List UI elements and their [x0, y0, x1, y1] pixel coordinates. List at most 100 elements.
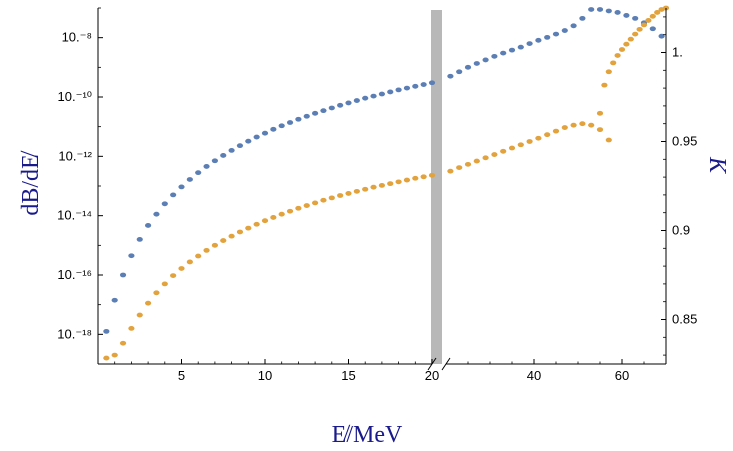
- data-point: [420, 174, 427, 180]
- data-point: [464, 64, 472, 70]
- y-left-tick-label: 10.⁻¹⁸: [57, 326, 92, 341]
- data-point: [153, 211, 160, 217]
- data-point: [261, 130, 269, 136]
- data-point: [211, 242, 218, 248]
- data-point: [111, 297, 118, 303]
- data-point: [605, 8, 612, 14]
- data-point: [403, 177, 411, 183]
- data-point: [286, 208, 294, 214]
- data-point: [491, 53, 498, 59]
- data-point: [236, 143, 244, 149]
- data-point: [387, 89, 394, 95]
- data-point: [286, 120, 294, 125]
- data-point: [428, 172, 436, 178]
- x-axis-label: E̸/MeV: [332, 422, 403, 448]
- data-point: [627, 36, 634, 42]
- data-point: [526, 139, 533, 144]
- data-point: [161, 201, 168, 207]
- data-point: [170, 273, 177, 278]
- y-right-tick-label: 0.9: [672, 223, 690, 238]
- data-point: [544, 132, 551, 138]
- data-point: [395, 87, 402, 93]
- data-point: [378, 91, 385, 97]
- data-point: [596, 110, 604, 116]
- y-left-tick-label: 10.⁻¹⁶: [57, 267, 92, 282]
- x-tick-label: 15: [341, 368, 355, 383]
- data-point: [136, 312, 143, 318]
- data-point: [362, 95, 369, 101]
- data-point: [170, 192, 177, 198]
- data-point: [412, 175, 419, 181]
- data-point: [153, 290, 160, 296]
- data-point: [337, 102, 344, 108]
- data-point: [552, 31, 560, 37]
- data-point: [596, 127, 604, 133]
- data-point: [312, 110, 319, 116]
- data-point: [345, 191, 352, 196]
- data-point: [473, 158, 480, 164]
- data-point: [420, 82, 427, 87]
- data-point: [345, 100, 352, 106]
- y-right-tick-label: 0.95: [672, 134, 697, 149]
- data-point: [270, 215, 277, 220]
- data-point: [552, 128, 560, 134]
- data-point: [395, 179, 402, 185]
- data-point: [119, 340, 127, 346]
- data-point: [161, 281, 168, 287]
- data-point: [220, 238, 227, 243]
- data-point: [596, 7, 604, 12]
- data-point: [588, 122, 595, 128]
- data-point: [544, 34, 551, 40]
- data-point: [178, 184, 185, 190]
- data-point: [570, 122, 577, 128]
- data-point: [588, 7, 595, 12]
- highlight-band-layer: [431, 10, 442, 364]
- data-point: [320, 108, 327, 114]
- data-point: [500, 50, 507, 56]
- data-point: [500, 148, 507, 154]
- data-point: [128, 326, 135, 331]
- data-point: [456, 69, 463, 75]
- data-point: [456, 165, 463, 171]
- data-point: [270, 126, 277, 132]
- data-point: [228, 148, 235, 153]
- data-point: [370, 93, 377, 99]
- data-point: [517, 142, 524, 148]
- data-point: [605, 137, 612, 143]
- data-point: [482, 155, 489, 161]
- data-point: [632, 15, 639, 21]
- y-left-tick-label: 10.⁻¹²: [58, 148, 92, 163]
- series-layer: [103, 5, 670, 361]
- data-point: [428, 80, 436, 86]
- data-point: [278, 123, 285, 129]
- y-right-tick-label: 1.: [672, 45, 683, 60]
- data-point: [362, 186, 369, 192]
- data-point: [186, 177, 193, 182]
- data-point: [601, 82, 608, 88]
- data-point: [561, 28, 568, 33]
- data-point: [195, 253, 202, 259]
- data-point: [649, 13, 656, 19]
- data-point: [119, 272, 127, 278]
- data-point: [320, 197, 327, 203]
- y-right-tick-label: 0.85: [672, 312, 697, 327]
- data-point: [370, 184, 377, 190]
- data-point: [605, 69, 612, 75]
- data-point: [203, 164, 210, 169]
- axis-break-mark: [441, 357, 451, 371]
- data-point: [103, 328, 110, 334]
- x-tick-label: 40: [527, 368, 541, 383]
- data-point: [353, 188, 360, 194]
- data-point: [328, 105, 335, 111]
- data-point: [195, 170, 202, 176]
- data-point: [526, 41, 533, 46]
- data-point: [211, 158, 218, 164]
- x-tick-label: 10: [258, 368, 272, 383]
- data-point: [632, 31, 639, 37]
- data-point: [508, 47, 516, 53]
- data-point: [645, 18, 652, 23]
- data-point: [220, 153, 227, 158]
- data-point: [303, 203, 310, 208]
- data-point: [228, 233, 235, 239]
